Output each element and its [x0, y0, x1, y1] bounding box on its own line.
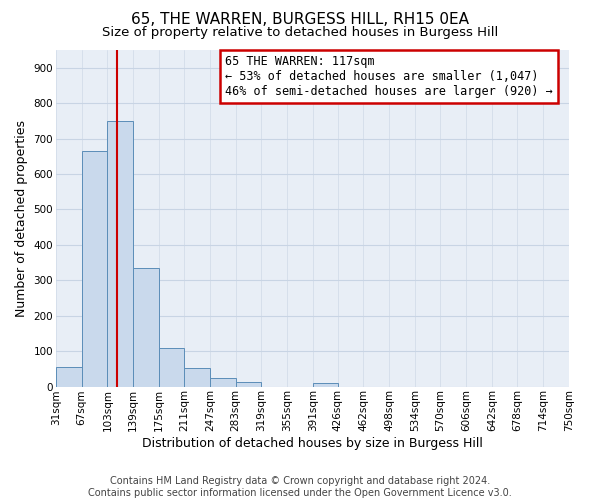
Bar: [236, 382, 262, 386]
Text: Size of property relative to detached houses in Burgess Hill: Size of property relative to detached ho…: [102, 26, 498, 39]
Bar: [56, 367, 82, 386]
Bar: [210, 378, 236, 386]
Text: 65 THE WARREN: 117sqm
← 53% of detached houses are smaller (1,047)
46% of semi-d: 65 THE WARREN: 117sqm ← 53% of detached …: [225, 55, 553, 98]
Y-axis label: Number of detached properties: Number of detached properties: [15, 120, 28, 317]
Bar: [82, 151, 107, 386]
X-axis label: Distribution of detached houses by size in Burgess Hill: Distribution of detached houses by size …: [142, 437, 483, 450]
Bar: [133, 268, 158, 386]
Bar: [313, 383, 338, 386]
Bar: [107, 121, 133, 386]
Bar: [158, 348, 184, 387]
Text: Contains HM Land Registry data © Crown copyright and database right 2024.
Contai: Contains HM Land Registry data © Crown c…: [88, 476, 512, 498]
Text: 65, THE WARREN, BURGESS HILL, RH15 0EA: 65, THE WARREN, BURGESS HILL, RH15 0EA: [131, 12, 469, 28]
Bar: [184, 368, 210, 386]
